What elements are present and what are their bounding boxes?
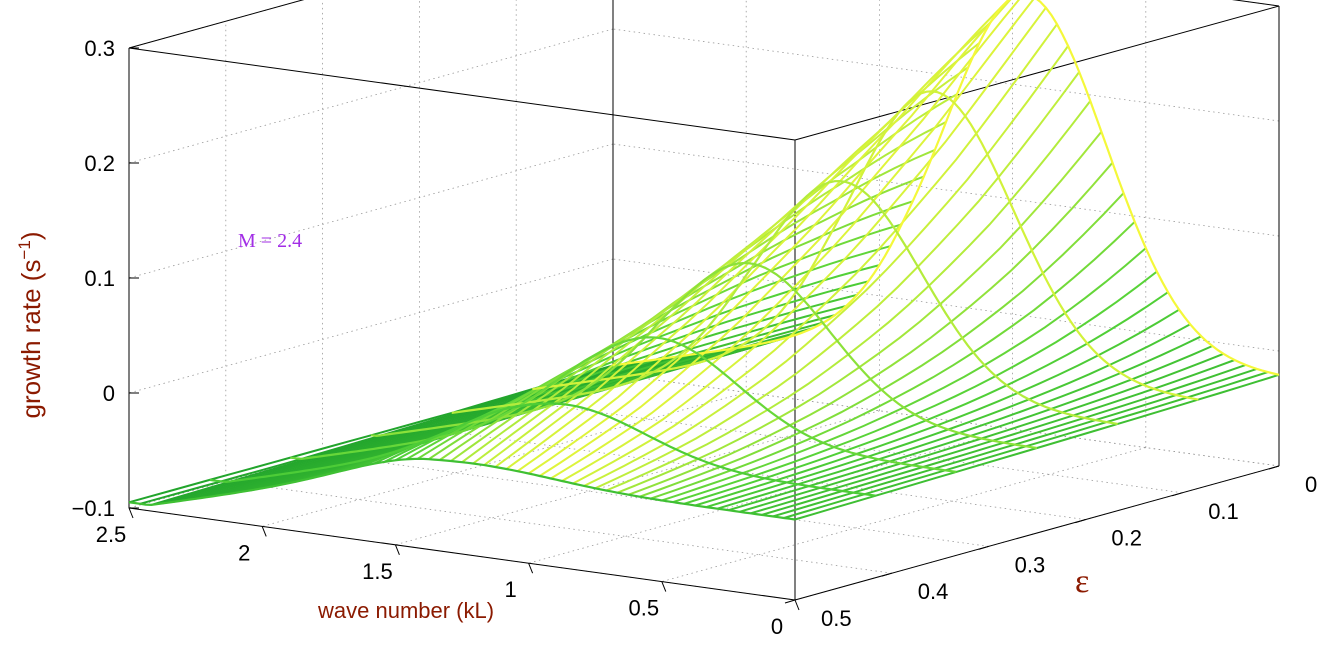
grid-line: [225, 480, 892, 574]
x-tick: [394, 544, 400, 555]
box-edge: [128, 507, 796, 601]
eps-tick-label: 0.3: [1015, 552, 1046, 577]
eps-tick-label: 0.4: [918, 579, 949, 604]
box-edge: [128, 0, 305, 49]
eps-tick: [978, 545, 989, 550]
eps-tick: [1268, 465, 1280, 470]
grid-line: [528, 428, 1013, 564]
svg-text:growth rate (s−1): growth rate (s−1): [15, 231, 46, 418]
z-tick-label: 0.3: [84, 36, 115, 61]
mesh-line-k: [628, 162, 1114, 496]
eps-tick-label: 0.2: [1111, 526, 1142, 551]
grid-line: [128, 143, 614, 279]
eps-tick: [784, 599, 796, 604]
annotation-label: M = 2.4: [238, 230, 302, 252]
grid-line: [612, 143, 1280, 237]
x-tick-label: 1: [504, 577, 516, 602]
x-tick: [794, 599, 800, 611]
grid-line: [419, 427, 1086, 520]
x-tick: [528, 563, 534, 574]
eps-tick: [1172, 492, 1183, 497]
tick-labels: −0.1 0 0.1 0.2 0.3 0 0.5 1 1.5 2 2.5 0 0.1 0.2 0.3 0.4 0…: [72, 36, 1318, 639]
surface-mesh: [128, 0, 1280, 521]
mesh-line-eps: [209, 402, 876, 497]
grid-line: [1232, 0, 1280, 7]
z-tick-label: −0.1: [72, 496, 115, 521]
mesh-line-eps: [128, 457, 796, 521]
grid-line: [128, 28, 614, 164]
grid-line: [661, 447, 1146, 582]
box-edge: [128, 47, 796, 141]
z-tick-label: 0.1: [84, 266, 115, 291]
box-edge: [1231, 0, 1280, 7]
mesh-line-eps: [290, 336, 957, 473]
x-tick-label: 0.5: [629, 596, 660, 621]
mesh-line-eps: [532, 90, 1199, 401]
grid-line: [128, 258, 614, 394]
z-tick-label: 0.2: [84, 151, 115, 176]
z-axis-label: growth rate (s−1): [15, 231, 46, 418]
eps-tick-label: 0: [1305, 472, 1317, 497]
box-edge: [794, 5, 1280, 141]
x-tick-label: 2.5: [96, 522, 127, 547]
mesh-line-eps: [370, 261, 1038, 450]
box-edge: [794, 465, 1280, 601]
axes-box-front: [128, 465, 1280, 601]
mesh-line-k: [783, 371, 1269, 519]
x-tick-label: 0: [771, 614, 783, 639]
mesh-line-eps: [612, 0, 1280, 376]
grid-line: [128, 0, 304, 49]
eps-tick-label: 0.1: [1208, 499, 1239, 524]
mesh-line-eps: [451, 179, 1118, 425]
x-tick: [661, 581, 667, 592]
z-tick-label: 0: [103, 381, 115, 406]
epsilon-axis-label: ε: [1075, 563, 1089, 600]
x-axis-label: wave number (kL): [317, 598, 494, 623]
x-tick: [128, 507, 134, 519]
x-tick: [261, 526, 267, 537]
eps-tick: [881, 572, 892, 577]
mesh-line-k: [539, 0, 1020, 477]
x-tick-label: 2: [238, 540, 250, 565]
x-tick-label: 1.5: [362, 559, 393, 584]
mesh-line-k: [694, 308, 1180, 507]
eps-tick-label: 0.5: [821, 606, 852, 631]
eps-tick: [1075, 519, 1086, 524]
